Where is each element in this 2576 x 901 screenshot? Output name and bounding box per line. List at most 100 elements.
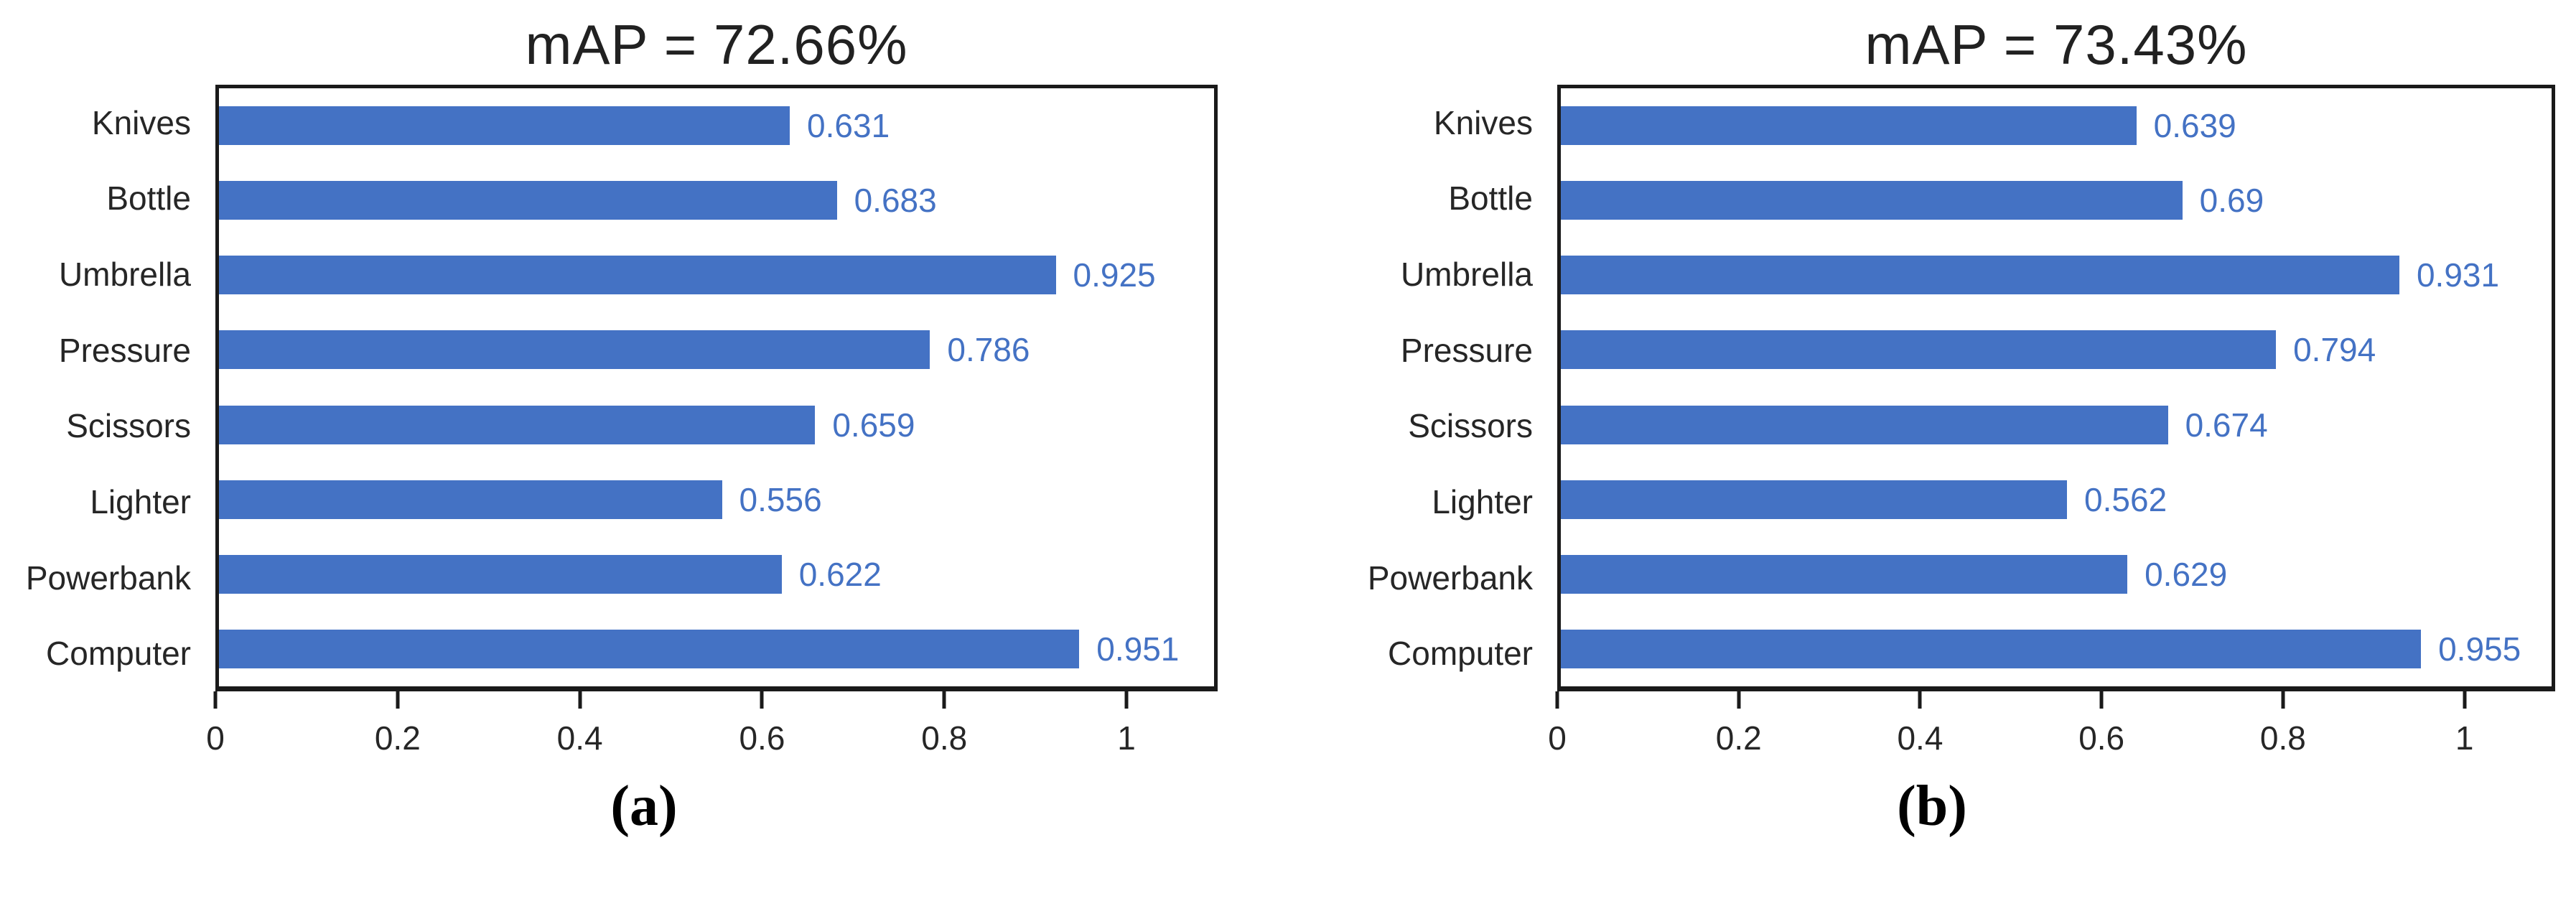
x-axis-tick bbox=[578, 691, 582, 709]
bar bbox=[1561, 629, 2422, 668]
x-axis-tick bbox=[1124, 691, 1129, 709]
bar bbox=[1561, 480, 2068, 519]
bar bbox=[219, 256, 1056, 295]
bar-row: 0.683 bbox=[219, 163, 1214, 238]
x-axis-tick-label: 0.4 bbox=[1897, 719, 1943, 757]
bar-row: 0.659 bbox=[219, 388, 1214, 462]
bar bbox=[219, 106, 790, 146]
x-axis-tick bbox=[942, 691, 946, 709]
bar-value-label: 0.631 bbox=[807, 107, 890, 145]
category-label: Computer bbox=[1388, 635, 1533, 673]
bar bbox=[219, 480, 722, 519]
x-axis-tick-label: 0.2 bbox=[1715, 719, 1762, 757]
chart-panel-b: mAP = 73.43% Knives Bottle Umbrella Pressur… bbox=[1288, 0, 2576, 901]
x-axis-tick bbox=[396, 691, 400, 709]
x-axis-a: 0 0.2 0.4 0.6 0.8 1 bbox=[206, 691, 1218, 770]
bar bbox=[1561, 330, 2277, 370]
bar-value-label: 0.562 bbox=[2084, 480, 2167, 518]
x-axis-tick bbox=[1918, 691, 1922, 709]
bar-value-label: 0.629 bbox=[2145, 555, 2228, 593]
bar bbox=[1561, 256, 2399, 295]
x-axis-tick-label: 0.8 bbox=[921, 719, 968, 757]
bar-value-label: 0.69 bbox=[2199, 182, 2264, 220]
x-axis-tick-label: 1 bbox=[1117, 719, 1136, 757]
bar bbox=[1561, 106, 2137, 146]
plot-area-a: 0.631 0.683 0.925 0.786 0.659 0.556 0.622 0.951 bbox=[215, 85, 1218, 691]
x-axis-tick-label: 0.6 bbox=[2078, 719, 2125, 757]
bar-value-label: 0.794 bbox=[2293, 331, 2376, 369]
chart-panel-a: mAP = 72.66% Knives Bottle Umbrella Pressur… bbox=[0, 13, 1288, 838]
chart-body-a: Knives Bottle Umbrella Pressure Scissors Ligh… bbox=[0, 85, 1288, 691]
x-axis-tick bbox=[1555, 691, 1559, 709]
bar-value-label: 0.951 bbox=[1096, 630, 1180, 668]
category-label: Lighter bbox=[1432, 482, 1533, 520]
bar-row: 0.639 bbox=[1561, 88, 2552, 163]
bar-value-label: 0.931 bbox=[2416, 256, 2500, 294]
x-axis-tick-label: 0 bbox=[1548, 719, 1567, 757]
x-axis-tick-label: 0 bbox=[206, 719, 225, 757]
x-axis-tick-label: 0.2 bbox=[374, 719, 421, 757]
category-label: Knives bbox=[1433, 103, 1533, 141]
x-axis-tick-label: 0.6 bbox=[739, 719, 785, 757]
chart-title-a: mAP = 72.66% bbox=[525, 13, 908, 76]
category-label: Scissors bbox=[1408, 407, 1533, 445]
bar-value-label: 0.674 bbox=[2185, 406, 2268, 444]
category-label: Bottle bbox=[1448, 179, 1533, 218]
category-label: Pressure bbox=[1400, 331, 1533, 369]
bar-value-label: 0.659 bbox=[832, 406, 915, 444]
bar-row: 0.794 bbox=[1561, 312, 2552, 387]
bar bbox=[219, 554, 782, 594]
category-label: Lighter bbox=[90, 482, 191, 520]
bar-row: 0.674 bbox=[1561, 388, 2552, 462]
x-axis-tick bbox=[1737, 691, 1741, 709]
bar-row: 0.556 bbox=[219, 462, 1214, 537]
bar bbox=[1561, 554, 2128, 594]
bar bbox=[219, 181, 837, 220]
x-axis-tick bbox=[213, 691, 218, 709]
x-axis-b: 0 0.2 0.4 0.6 0.8 1 bbox=[1548, 691, 2555, 770]
bar-row: 0.951 bbox=[219, 612, 1214, 686]
x-axis-tick bbox=[2099, 691, 2104, 709]
panel-caption-a: (a) bbox=[610, 775, 678, 838]
x-axis-tick-label: 0.8 bbox=[2259, 719, 2306, 757]
bar-row: 0.955 bbox=[1561, 612, 2552, 686]
chart-body-b: Knives Bottle Umbrella Pressure Scissors Ligh… bbox=[1288, 85, 2576, 691]
bar bbox=[219, 405, 816, 444]
bar-row: 0.925 bbox=[219, 238, 1214, 312]
bar-row: 0.786 bbox=[219, 312, 1214, 387]
bar bbox=[1561, 181, 2183, 220]
category-axis-b: Knives Bottle Umbrella Pressure Scissors Ligh… bbox=[1288, 85, 1533, 691]
bar-value-label: 0.786 bbox=[947, 331, 1030, 369]
bar-value-label: 0.639 bbox=[2153, 107, 2236, 145]
panel-caption-b: (b) bbox=[1897, 775, 1967, 838]
category-label: Scissors bbox=[66, 407, 191, 445]
category-axis-a: Knives Bottle Umbrella Pressure Scissors Ligh… bbox=[0, 85, 191, 691]
category-label: Powerbank bbox=[25, 559, 191, 597]
category-label: Pressure bbox=[58, 331, 191, 369]
bar-row: 0.931 bbox=[1561, 238, 2552, 312]
x-axis-tick-label: 1 bbox=[2455, 719, 2474, 757]
bar bbox=[1561, 405, 2168, 444]
category-label: Knives bbox=[91, 103, 191, 141]
bar-value-label: 0.622 bbox=[798, 555, 882, 593]
category-label: Powerbank bbox=[1367, 559, 1533, 597]
bar-value-label: 0.683 bbox=[854, 182, 937, 220]
x-axis-tick bbox=[2281, 691, 2285, 709]
bar-row: 0.562 bbox=[1561, 462, 2552, 537]
chart-title-b: mAP = 73.43% bbox=[1865, 13, 2248, 76]
bar-row: 0.69 bbox=[1561, 163, 2552, 238]
x-axis-tick bbox=[2463, 691, 2467, 709]
x-axis-tick-label: 0.4 bbox=[556, 719, 603, 757]
category-label: Bottle bbox=[106, 179, 191, 218]
bar-value-label: 0.925 bbox=[1073, 256, 1156, 294]
category-label: Umbrella bbox=[1400, 256, 1533, 294]
bar bbox=[219, 330, 930, 370]
bar-value-label: 0.556 bbox=[739, 480, 822, 518]
plot-area-b: 0.639 0.69 0.931 0.794 0.674 0.562 0.629 0.955 bbox=[1557, 85, 2555, 691]
category-label: Computer bbox=[46, 635, 191, 673]
bar bbox=[219, 629, 1080, 668]
bar-value-label: 0.955 bbox=[2438, 630, 2521, 668]
category-label: Umbrella bbox=[58, 256, 191, 294]
bar-row: 0.622 bbox=[219, 537, 1214, 612]
